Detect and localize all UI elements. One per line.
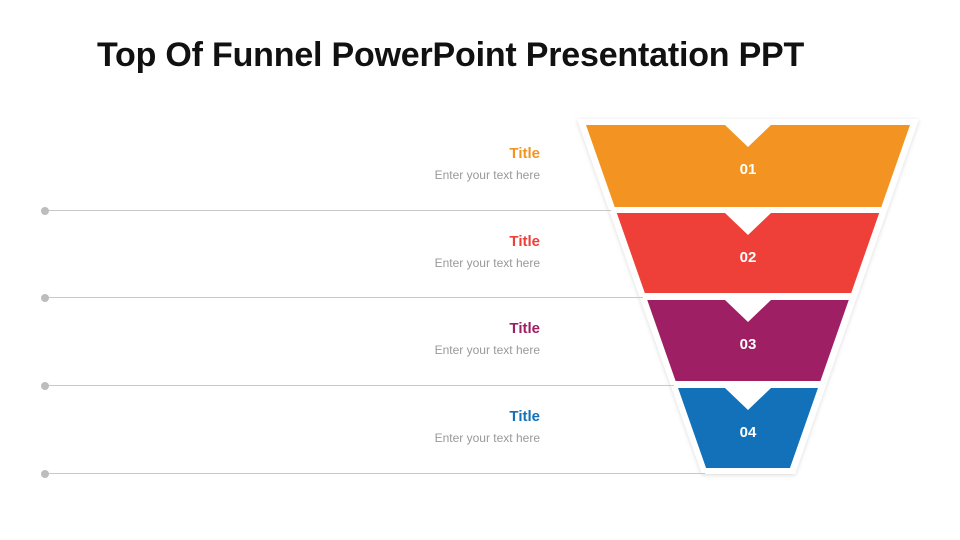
stage-title: Title <box>509 233 540 250</box>
segment-number: 04 <box>740 424 757 441</box>
connector-dot <box>41 293 49 302</box>
segment-number: 03 <box>740 336 757 353</box>
stage-label-02: Title Enter your text here <box>240 233 540 271</box>
stage-title: Title <box>509 320 540 337</box>
stage-title: Title <box>509 408 540 425</box>
page-title: Top Of Funnel PowerPoint Presentation PP… <box>97 36 805 74</box>
funnel-outline <box>577 119 919 474</box>
funnel-segment-03 <box>647 300 849 381</box>
connector-line <box>45 210 611 211</box>
stage-description: Enter your text here <box>434 168 540 182</box>
stage-label-04: Title Enter your text here <box>240 408 540 446</box>
stage-label-03: Title Enter your text here <box>240 320 540 358</box>
funnel-segment-01 <box>586 125 910 207</box>
connector-line <box>45 473 705 474</box>
funnel-segment-04 <box>678 388 818 468</box>
stage-label-01: Title Enter your text here <box>240 145 540 183</box>
stage-description: Enter your text here <box>434 431 540 445</box>
funnel-segment-02 <box>616 213 880 293</box>
connector-dot <box>41 469 49 478</box>
segment-number: 01 <box>740 161 757 178</box>
stage-description: Enter your text here <box>434 256 540 270</box>
connector-dot <box>41 381 49 390</box>
connector-line <box>45 385 674 386</box>
stage-description: Enter your text here <box>434 343 540 357</box>
segment-number: 02 <box>740 249 757 266</box>
connector-line <box>45 297 643 298</box>
connector-dot <box>41 206 49 215</box>
stage-title: Title <box>509 145 540 162</box>
